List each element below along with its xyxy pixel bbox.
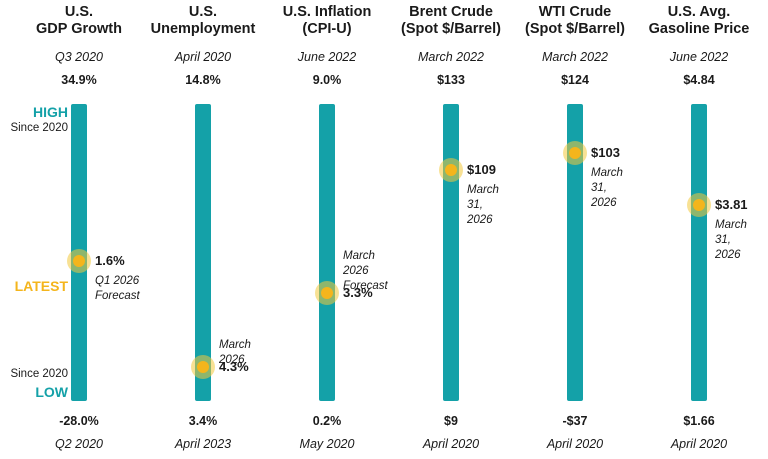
latest-value: 4.3% — [219, 358, 249, 374]
high-date: April 2020 — [174, 50, 232, 64]
latest-note: March 31, 2026 — [715, 219, 747, 262]
range-bar — [443, 104, 459, 401]
latest-value: $3.81 — [715, 197, 748, 213]
low-value: $1.66 — [683, 414, 715, 428]
low-date: April 2023 — [174, 437, 232, 451]
latest-marker-dot — [693, 199, 705, 212]
latest-marker-dot — [73, 254, 85, 267]
low-date: Q2 2020 — [55, 437, 103, 451]
indicator-title: U.S. Unemployment — [150, 4, 256, 37]
high-value: $124 — [561, 73, 589, 87]
low-value: $9 — [444, 414, 458, 428]
indicator-title: WTI Crude (Spot $/Barrel) — [525, 4, 625, 37]
latest-note: March 2026 Forecast — [343, 249, 388, 292]
range-bar — [567, 104, 583, 401]
latest-note: March 31, 2026 — [467, 184, 499, 227]
latest-marker-dot — [321, 286, 333, 299]
range-bar — [691, 104, 707, 401]
high-date: June 2022 — [297, 50, 357, 64]
latest-note: March 31, 2026 — [591, 167, 623, 210]
latest-value: $109 — [467, 162, 496, 178]
low-since-label: Since 2020 — [10, 368, 68, 380]
latest-value: 1.6% — [95, 252, 125, 268]
range-bar — [195, 104, 211, 401]
latest-value: 3.3% — [343, 284, 373, 300]
range-bar — [319, 104, 335, 401]
latest-marker-dot — [197, 360, 209, 373]
high-date: June 2022 — [669, 50, 729, 64]
low-date: April 2020 — [670, 437, 728, 451]
high-since-label: Since 2020 — [10, 122, 68, 134]
low-date: April 2020 — [546, 437, 604, 451]
latest-marker-dot — [569, 147, 581, 160]
low-value: -28.0% — [59, 414, 99, 428]
low-value: 3.4% — [188, 414, 218, 428]
high-label: HIGH — [33, 104, 68, 120]
indicator-title: U.S. Inflation (CPI-U) — [282, 4, 372, 37]
high-value: $133 — [437, 73, 465, 87]
low-value: 0.2% — [312, 414, 342, 428]
indicator-title: U.S. Avg. Gasoline Price — [648, 4, 750, 37]
low-label: LOW — [35, 384, 68, 400]
low-date: April 2020 — [422, 437, 480, 451]
indicator-title: U.S. GDP Growth — [36, 4, 122, 37]
high-date: Q3 2020 — [55, 50, 103, 64]
high-value: 34.9% — [61, 73, 97, 87]
low-date: May 2020 — [299, 437, 355, 451]
indicator-title: Brent Crude (Spot $/Barrel) — [401, 4, 501, 37]
high-value: $4.84 — [683, 73, 715, 87]
high-value: 14.8% — [185, 73, 221, 87]
high-date: March 2022 — [417, 50, 484, 64]
latest-value: $103 — [591, 145, 620, 161]
high-value: 9.0% — [312, 73, 342, 87]
latest-label: LATEST — [14, 278, 68, 294]
latest-note: Q1 2026 Forecast — [95, 274, 140, 302]
low-value: -$37 — [562, 414, 588, 428]
latest-marker-dot — [445, 164, 457, 177]
high-date: March 2022 — [541, 50, 608, 64]
latest-note: March 2026 — [219, 338, 251, 366]
